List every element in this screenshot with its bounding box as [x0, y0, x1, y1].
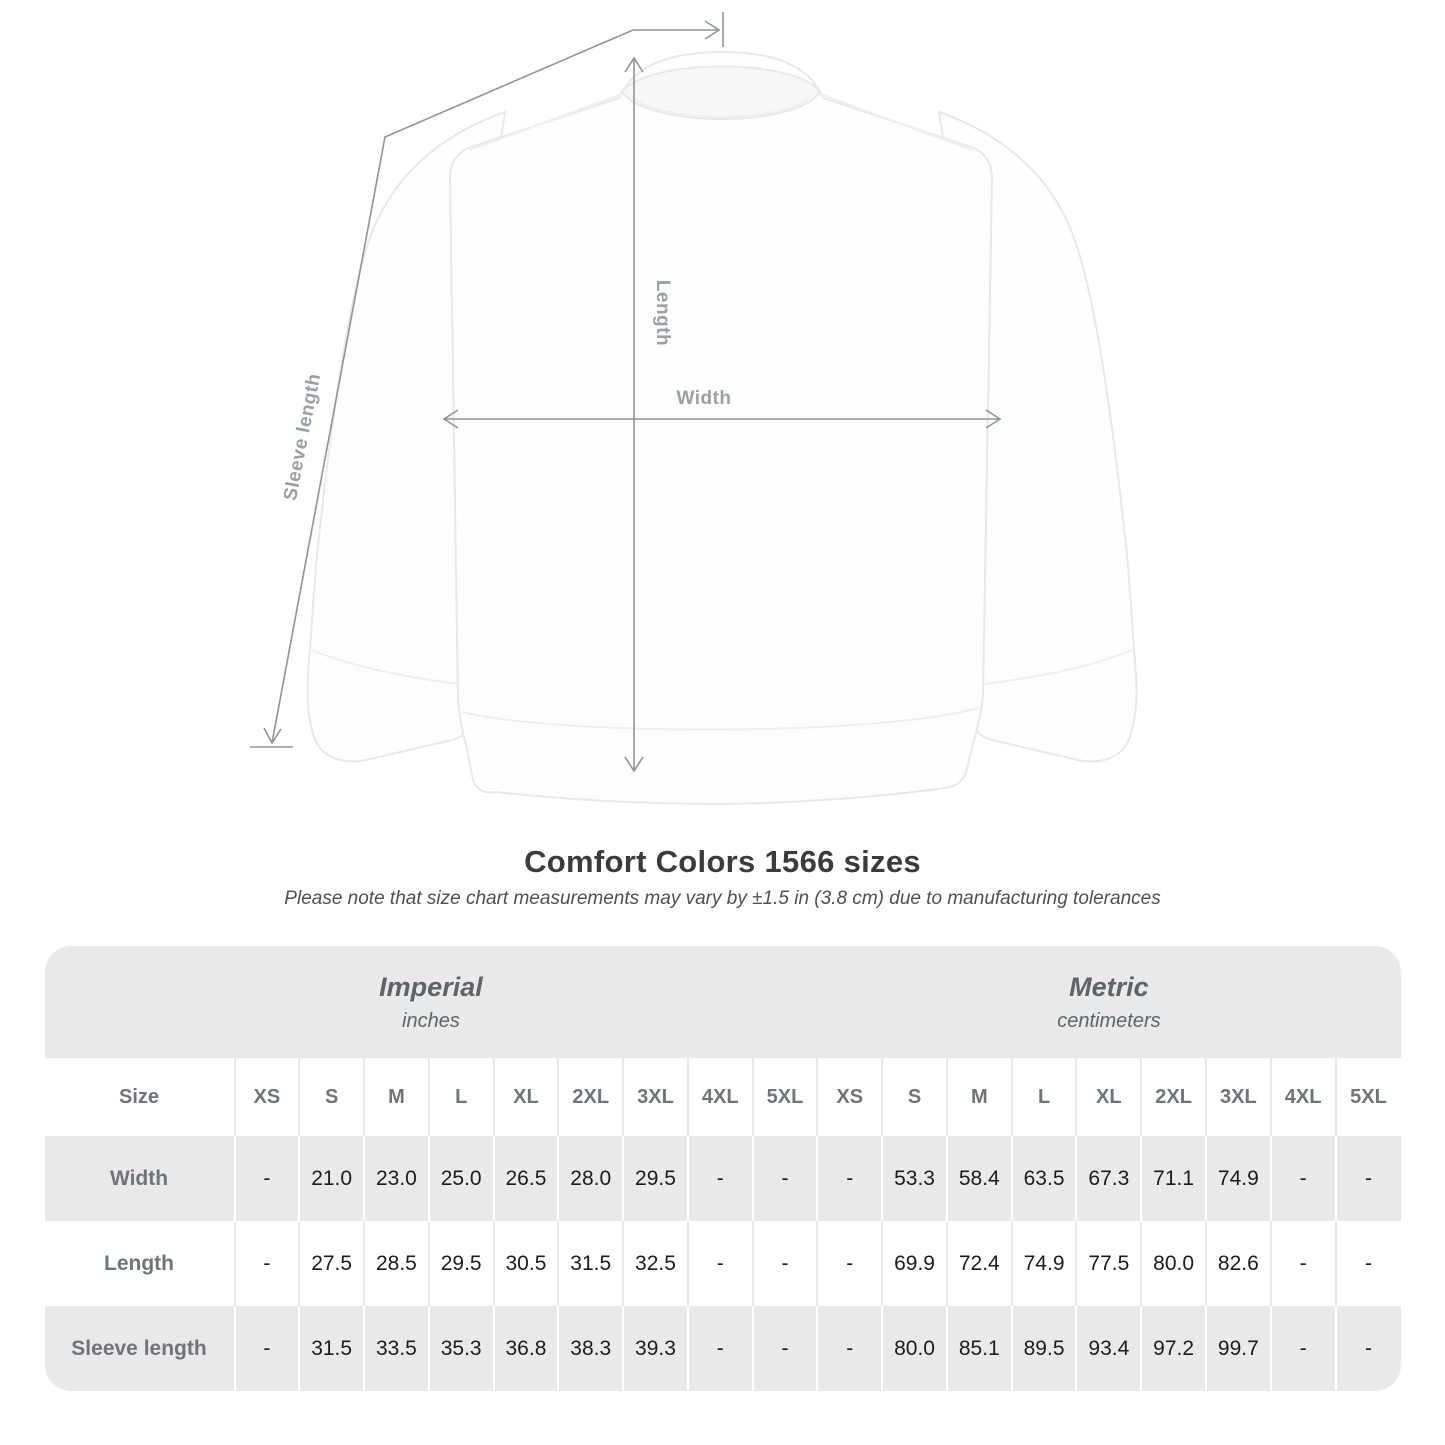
value-cell: 71.1 [1140, 1136, 1206, 1221]
value-cell: - [233, 1306, 300, 1391]
metric-group-cell: Metric centimeters [817, 946, 1401, 1058]
value-cell: - [1269, 1306, 1336, 1391]
size-chart-table: Imperial inches Metric centimeters Size … [44, 946, 1401, 1391]
value-cell: 30.5 [492, 1221, 559, 1306]
value-cell: 38.3 [557, 1306, 624, 1391]
value-cell: 80.0 [1140, 1221, 1206, 1306]
value-cell: 28.0 [557, 1136, 624, 1221]
value-cell: - [751, 1136, 818, 1221]
value-cell: 74.9 [1204, 1136, 1271, 1221]
value-cell: 23.0 [363, 1136, 429, 1221]
imperial-group-label: Imperial [379, 971, 483, 1002]
size-cell: M [945, 1058, 1012, 1136]
value-cell: 32.5 [622, 1221, 688, 1306]
size-cell: 2XL [557, 1058, 624, 1136]
value-cell: - [751, 1221, 818, 1306]
value-cell: 82.6 [1204, 1221, 1271, 1306]
value-cell: 26.5 [492, 1136, 559, 1221]
value-cell: - [816, 1136, 883, 1221]
sweatshirt-graphic [306, 50, 1138, 806]
imperial-group-unit: inches [402, 1009, 460, 1032]
value-cell: - [1334, 1221, 1401, 1306]
value-cell: 89.5 [1010, 1306, 1077, 1391]
value-cell: 27.5 [298, 1221, 365, 1306]
value-cell: 28.5 [363, 1221, 429, 1306]
sleeve-length-label: Sleeve length [280, 372, 325, 503]
page-title: Comfort Colors 1566 sizes [524, 844, 921, 879]
size-cell: L [427, 1058, 494, 1136]
value-cell: 39.3 [622, 1306, 688, 1391]
metric-group-unit: centimeters [1057, 1009, 1161, 1032]
value-cell: 80.0 [881, 1306, 947, 1391]
row-label: Length [44, 1221, 235, 1306]
size-cell: XS [816, 1058, 883, 1136]
value-cell: - [816, 1221, 883, 1306]
size-cell: XL [492, 1058, 559, 1136]
value-cell: - [686, 1136, 753, 1221]
size-cell: 2XL [1140, 1058, 1206, 1136]
metric-group-label: Metric [1069, 971, 1149, 1002]
value-cell: 36.8 [492, 1306, 559, 1391]
value-cell: - [686, 1221, 753, 1306]
size-cell: 3XL [622, 1058, 688, 1136]
unit-group-row: Imperial inches Metric centimeters [44, 946, 1401, 1058]
value-cell: 58.4 [945, 1136, 1012, 1221]
size-chart-card: Imperial inches Metric centimeters Size … [44, 946, 1401, 1391]
value-cell: - [1334, 1306, 1401, 1391]
value-cell: - [751, 1306, 818, 1391]
value-cell: 93.4 [1075, 1306, 1142, 1391]
table-row-sleeve-length: Sleeve length - 31.5 33.5 35.3 36.8 38.3… [44, 1306, 1401, 1391]
size-cell: 4XL [1269, 1058, 1336, 1136]
value-cell: 35.3 [427, 1306, 494, 1391]
size-header-cell: Size [44, 1058, 235, 1136]
row-label: Width [44, 1136, 235, 1221]
table-row-length: Length - 27.5 28.5 29.5 30.5 31.5 32.5 -… [44, 1221, 1401, 1306]
size-cell: XS [233, 1058, 300, 1136]
length-arrow: Length [624, 56, 673, 773]
product-measurement-diagram: Sleeve length Length Width [250, 12, 1138, 806]
value-cell: 63.5 [1010, 1136, 1077, 1221]
value-cell: 31.5 [298, 1306, 365, 1391]
value-cell: 69.9 [881, 1221, 947, 1306]
sweatshirt-diagram-svg: Sleeve length Length Width [250, 12, 1138, 806]
table-row-width: Width - 21.0 23.0 25.0 26.5 28.0 29.5 - … [44, 1136, 1401, 1221]
value-cell: - [1269, 1136, 1336, 1221]
value-cell: 29.5 [427, 1221, 494, 1306]
value-cell: 29.5 [622, 1136, 688, 1221]
value-cell: 77.5 [1075, 1221, 1142, 1306]
width-arrow: Width [442, 388, 1002, 429]
value-cell: - [1334, 1136, 1401, 1221]
value-cell: 67.3 [1075, 1136, 1142, 1221]
width-label: Width [676, 388, 731, 409]
tolerance-note: Please note that size chart measurements… [284, 888, 1161, 909]
size-header-row: Size XS S M L XL 2XL 3XL 4XL 5XL XS S M … [44, 1058, 1401, 1136]
value-cell: - [233, 1221, 300, 1306]
size-cell: S [881, 1058, 947, 1136]
size-cell: 3XL [1204, 1058, 1271, 1136]
length-label: Length [652, 280, 673, 346]
value-cell: 31.5 [557, 1221, 624, 1306]
imperial-group-cell: Imperial inches [44, 946, 818, 1058]
value-cell: 72.4 [945, 1221, 1012, 1306]
row-label: Sleeve length [44, 1306, 235, 1391]
size-cell: M [363, 1058, 429, 1136]
size-cell: 5XL [1334, 1058, 1401, 1136]
value-cell: 53.3 [881, 1136, 947, 1221]
value-cell: 25.0 [427, 1136, 494, 1221]
value-cell: - [233, 1136, 300, 1221]
value-cell: 99.7 [1204, 1306, 1271, 1391]
value-cell: 74.9 [1010, 1221, 1077, 1306]
value-cell: 21.0 [298, 1136, 365, 1221]
value-cell: 33.5 [363, 1306, 429, 1391]
size-cell: XL [1075, 1058, 1142, 1136]
value-cell: 97.2 [1140, 1306, 1206, 1391]
size-cell: S [298, 1058, 365, 1136]
size-cell: 4XL [686, 1058, 753, 1136]
size-cell: 5XL [751, 1058, 818, 1136]
value-cell: 85.1 [945, 1306, 1012, 1391]
value-cell: - [816, 1306, 883, 1391]
value-cell: - [686, 1306, 753, 1391]
size-cell: L [1010, 1058, 1077, 1136]
value-cell: - [1269, 1221, 1336, 1306]
